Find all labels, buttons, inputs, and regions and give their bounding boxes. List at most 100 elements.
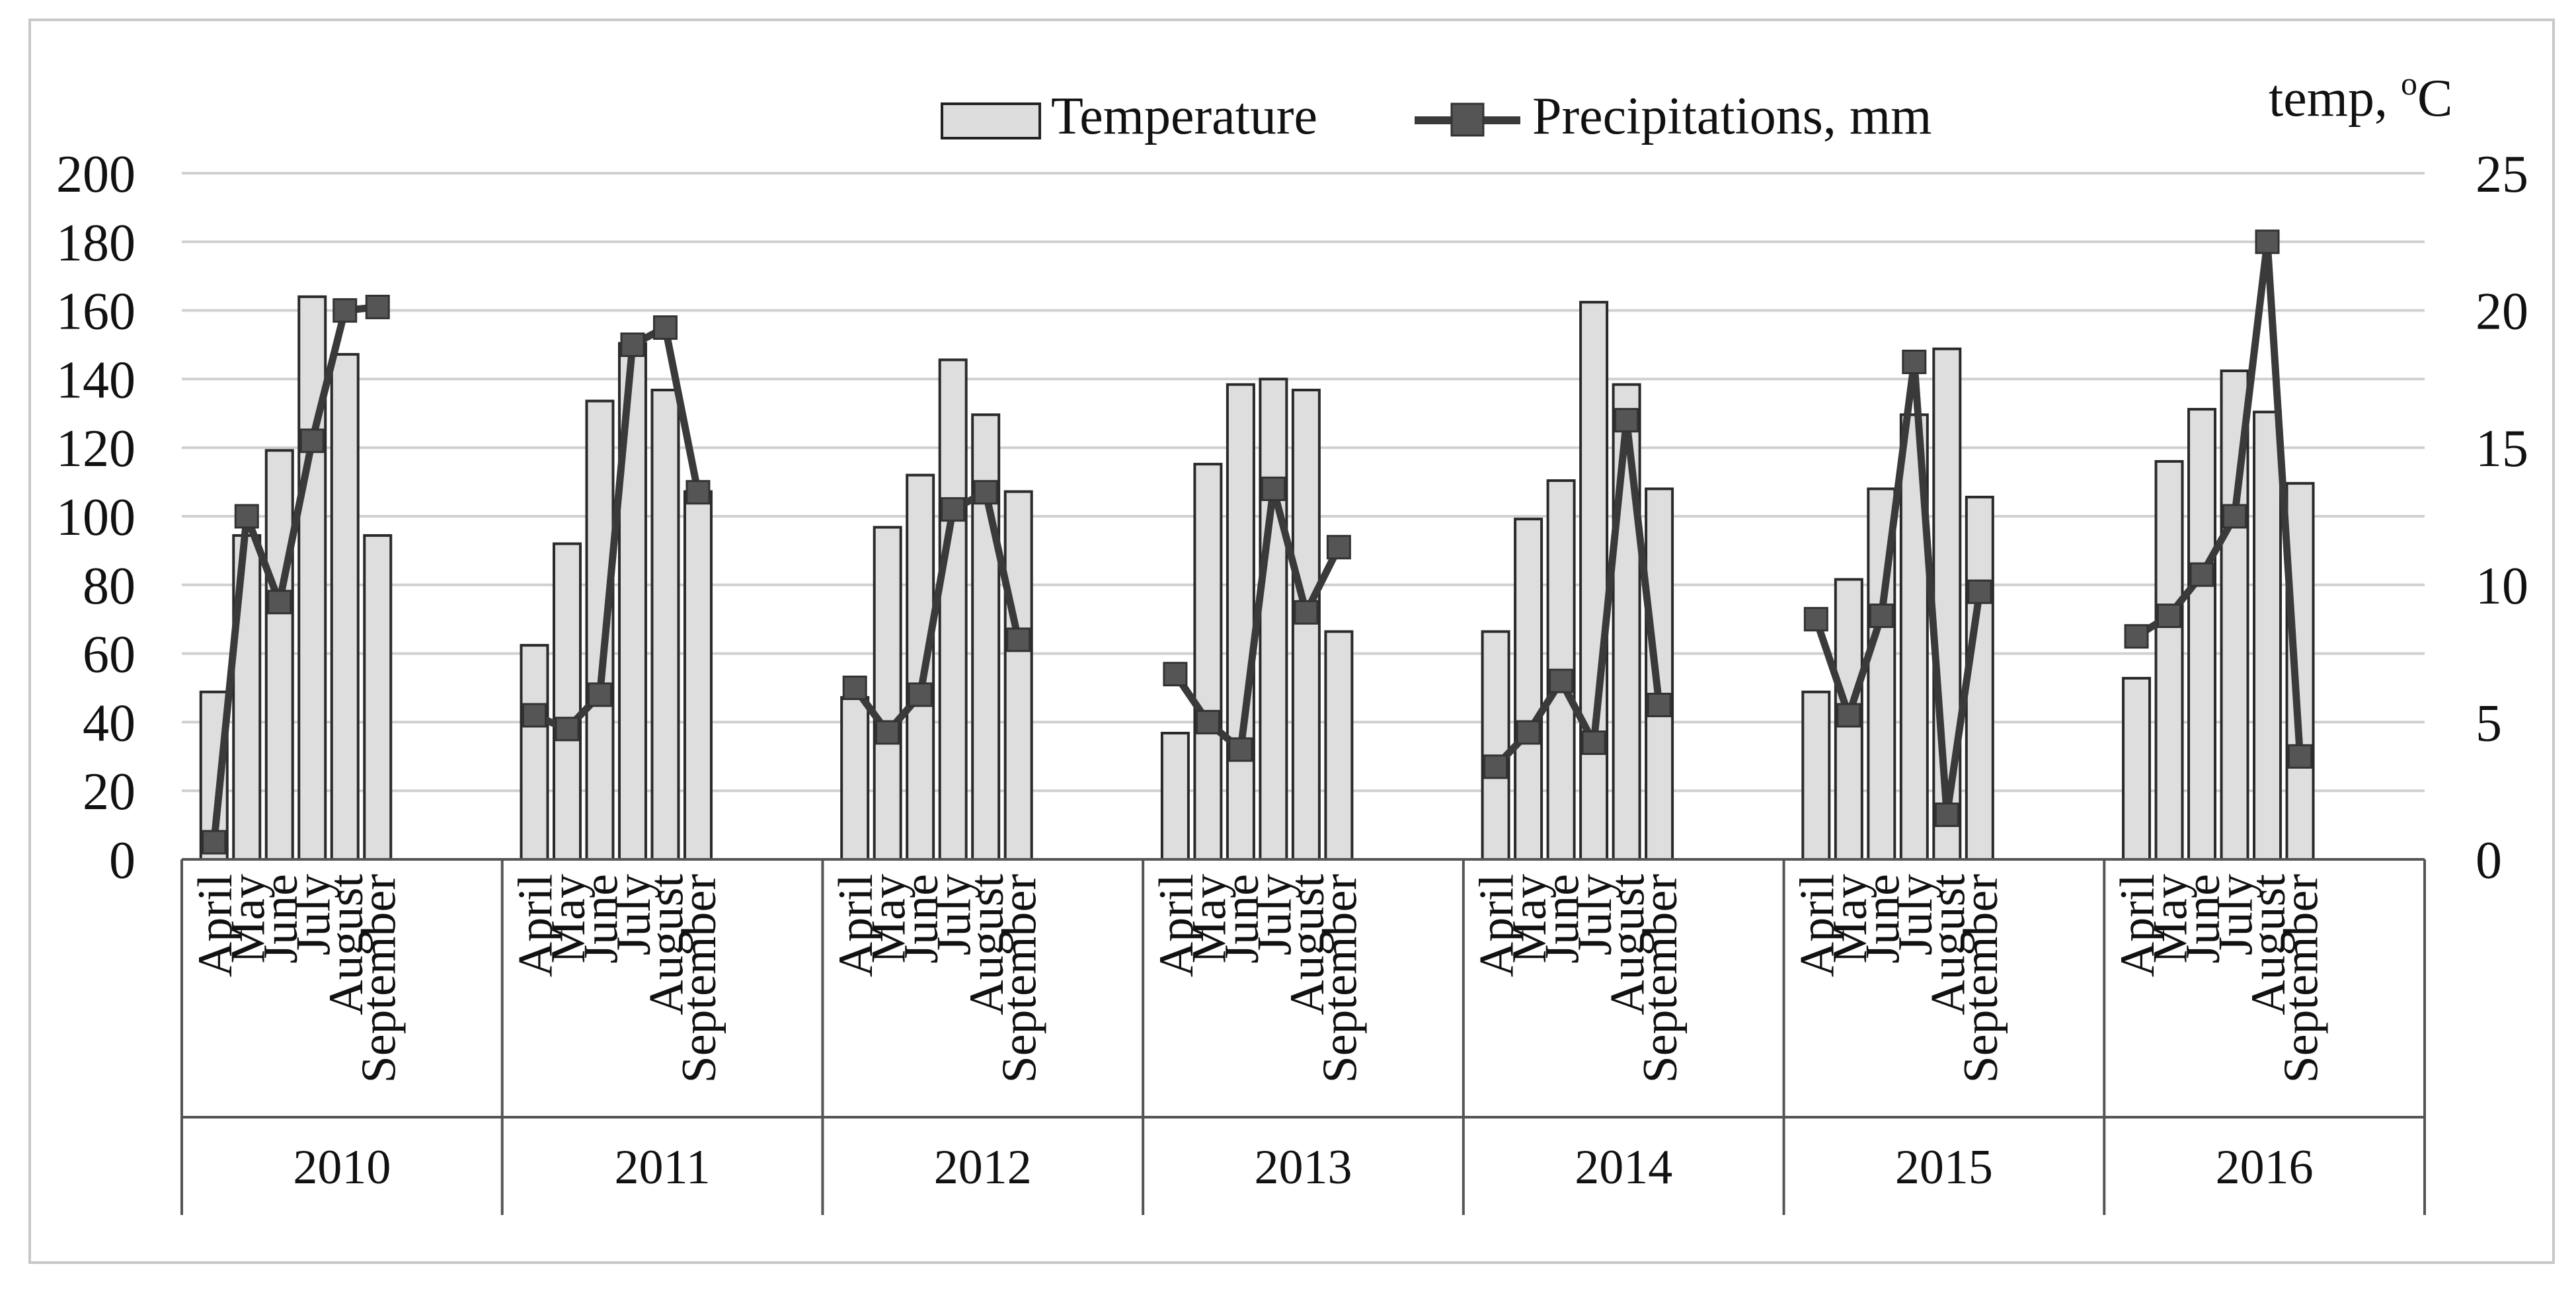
precipitation-marker bbox=[267, 590, 292, 615]
x-month-label: July bbox=[1247, 874, 1302, 955]
precipitation-marker bbox=[1228, 737, 1253, 762]
precipitation-marker bbox=[2157, 604, 2182, 629]
y-left-tick-label: 80 bbox=[83, 557, 136, 615]
precipitation-marker bbox=[1195, 709, 1220, 734]
temperature-bar bbox=[2285, 482, 2315, 861]
legend-precip-label: Precipitations, mm bbox=[1532, 87, 1932, 145]
temperature-bar bbox=[650, 389, 680, 861]
y-right-tick-label: 20 bbox=[2476, 283, 2528, 341]
temperature-bar bbox=[2253, 411, 2283, 861]
precipitation-marker bbox=[1581, 730, 1606, 756]
precipitation-marker bbox=[299, 428, 325, 453]
y-left-tick-label: 140 bbox=[56, 351, 136, 409]
x-year-label: 2014 bbox=[1575, 1140, 1672, 1195]
precipitation-marker bbox=[2222, 504, 2247, 529]
legend: Temperature Precipitations, mm bbox=[941, 87, 1932, 145]
x-month-label: July bbox=[607, 874, 661, 955]
x-month-label: September bbox=[1633, 874, 1688, 1083]
temperature-bar bbox=[363, 534, 393, 861]
x-month-label: May bbox=[862, 874, 916, 964]
precipitation-marker bbox=[1326, 535, 1351, 560]
precipitation-marker bbox=[1294, 600, 1319, 625]
x-month-label: June bbox=[574, 874, 628, 964]
x-month-label: July bbox=[286, 874, 340, 955]
legend-temperature-swatch bbox=[941, 102, 1041, 139]
x-month-label: April bbox=[1470, 874, 1524, 977]
x-year-label: 2012 bbox=[934, 1140, 1032, 1195]
axis-layer: 0 20 40 60 80 100 120 140 160 180 200 0 5 10 15 20 25 Apr… bbox=[56, 145, 2528, 1215]
precipitation-marker bbox=[202, 830, 227, 855]
y-right-tick-label: 15 bbox=[2476, 420, 2528, 478]
x-month-label: June bbox=[894, 874, 949, 964]
precipitation-marker bbox=[1902, 349, 1927, 374]
temperature-bar bbox=[873, 526, 902, 861]
legend-precip-marker bbox=[1450, 102, 1485, 137]
precipitation-marker bbox=[2255, 229, 2280, 255]
x-month-label: May bbox=[1503, 874, 1557, 964]
precipitation-marker bbox=[941, 497, 966, 522]
x-month-label: September bbox=[352, 874, 406, 1083]
temperature-bar bbox=[1193, 463, 1223, 861]
x-month-label: July bbox=[1568, 874, 1622, 955]
x-month-label: June bbox=[1215, 874, 1269, 964]
temperature-bar bbox=[2122, 676, 2152, 861]
precipitation-marker bbox=[522, 703, 547, 728]
x-month-label: September bbox=[1954, 874, 2008, 1083]
precipitation-line bbox=[1813, 358, 1984, 819]
x-month-label: April bbox=[508, 874, 563, 977]
y-left-tick-label: 60 bbox=[83, 626, 136, 684]
x-month-label: May bbox=[221, 874, 275, 964]
y-left-tick-label: 160 bbox=[56, 283, 136, 341]
temperature-bar bbox=[297, 295, 327, 861]
x-year-label: 2011 bbox=[614, 1140, 710, 1195]
x-month-label: June bbox=[2176, 874, 2230, 964]
right-axis-title-text: temp, bbox=[2269, 69, 2401, 128]
y-right-tick-label: 25 bbox=[2476, 145, 2528, 204]
precipitation-marker bbox=[1163, 662, 1188, 687]
precipitation-marker bbox=[685, 480, 711, 505]
temperature-bar bbox=[2187, 408, 2217, 861]
temperature-bar bbox=[1514, 518, 1543, 861]
y-left-tick-label: 0 bbox=[109, 832, 136, 890]
precipitation-marker bbox=[842, 676, 867, 700]
precipitation-marker bbox=[973, 480, 998, 505]
y-left-tick-label: 40 bbox=[83, 694, 136, 752]
y-left-tick-label: 120 bbox=[56, 420, 136, 478]
x-month-label: May bbox=[1823, 874, 1877, 964]
precipitation-marker bbox=[555, 717, 580, 742]
x-month-label: July bbox=[2209, 874, 2263, 955]
right-axis-title: temp, oC bbox=[2269, 65, 2452, 128]
x-month-label: June bbox=[1536, 874, 1590, 964]
precipitation-marker bbox=[1803, 607, 1828, 632]
precipitation-marker bbox=[2288, 744, 2313, 769]
x-year-label: 2013 bbox=[1255, 1140, 1352, 1195]
precipitation-marker bbox=[365, 294, 390, 319]
precipitation-marker bbox=[1967, 579, 1992, 604]
x-year-label: 2010 bbox=[293, 1140, 391, 1195]
temperature-bar bbox=[1579, 301, 1609, 861]
legend-temperature-label: Temperature bbox=[1051, 87, 1317, 145]
temperature-bar bbox=[840, 696, 870, 861]
temperature-bar bbox=[1003, 490, 1033, 861]
x-month-label: September bbox=[672, 874, 726, 1083]
temperature-bar bbox=[330, 353, 360, 861]
x-month-label: May bbox=[541, 874, 596, 964]
precipitation-marker bbox=[875, 720, 900, 745]
precipitation-marker bbox=[620, 333, 645, 357]
precipitation-marker bbox=[1261, 476, 1286, 501]
x-month-label: August bbox=[960, 874, 1014, 1015]
x-month-label: July bbox=[1889, 874, 1943, 955]
y-right-tick-label: 5 bbox=[2476, 694, 2502, 752]
precipitation-marker bbox=[652, 315, 678, 340]
x-month-label: May bbox=[1182, 874, 1236, 964]
x-month-label: August bbox=[1601, 874, 1655, 1015]
y-left-tick-label: 100 bbox=[56, 489, 136, 547]
x-month-label: April bbox=[188, 874, 243, 977]
x-month-label: August bbox=[1280, 874, 1335, 1015]
marker-layer bbox=[202, 229, 2313, 855]
x-month-label: April bbox=[829, 874, 883, 977]
right-axis-title-sup: o bbox=[2401, 65, 2417, 102]
precipitation-marker bbox=[1006, 627, 1031, 652]
x-year-label: 2016 bbox=[2216, 1140, 2314, 1195]
